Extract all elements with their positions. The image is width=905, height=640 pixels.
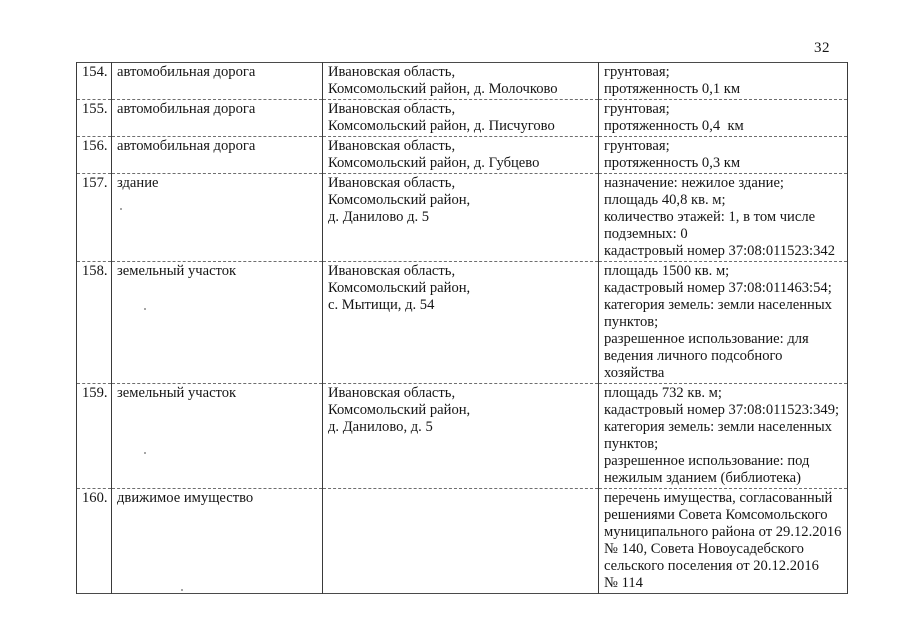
location-cell: Ивановская область, Комсомольский район,… xyxy=(322,261,599,384)
row-number-cell: 160. xyxy=(76,488,112,594)
table-row: 159. земельный участок Ивановская област… xyxy=(76,383,848,489)
object-name-cell: здание xyxy=(111,173,323,262)
details-cell: площадь 1500 кв. м; кадастровый номер 37… xyxy=(598,261,848,384)
details-cell: площадь 732 кв. м; кадастровый номер 37:… xyxy=(598,383,848,489)
table-row: 156. автомобильная дорога Ивановская обл… xyxy=(76,136,848,174)
details-cell: перечень имущества, согласованный решени… xyxy=(598,488,848,594)
table-row: 155. автомобильная дорога Ивановская обл… xyxy=(76,99,848,137)
table-row: 157. здание Ивановская область, Комсомол… xyxy=(76,173,848,262)
row-number-cell: 159. xyxy=(76,383,112,489)
row-number-cell: 156. xyxy=(76,136,112,174)
location-cell: Ивановская область, Комсомольский район,… xyxy=(322,136,599,174)
location-cell: Ивановская область, Комсомольский район,… xyxy=(322,173,599,262)
table-row: 158. земельный участок Ивановская област… xyxy=(76,261,848,384)
details-cell: назначение: нежилое здание; площадь 40,8… xyxy=(598,173,848,262)
scan-speck xyxy=(144,452,146,454)
details-cell: грунтовая; протяженность 0,3 км xyxy=(598,136,848,174)
scan-speck xyxy=(181,589,183,591)
scan-speck xyxy=(144,308,146,310)
object-name-cell: земельный участок xyxy=(111,383,323,489)
location-cell: Ивановская область, Комсомольский район,… xyxy=(322,99,599,137)
location-cell: Ивановская область, Комсомольский район,… xyxy=(322,383,599,489)
object-name-cell: движимое имущество xyxy=(111,488,323,594)
row-number-cell: 154. xyxy=(76,62,112,100)
row-number-cell: 158. xyxy=(76,261,112,384)
location-cell xyxy=(322,488,599,594)
row-number-cell: 157. xyxy=(76,173,112,262)
object-name-cell: земельный участок xyxy=(111,261,323,384)
table-row: 154. автомобильная дорога Ивановская обл… xyxy=(76,62,848,100)
location-cell: Ивановская область, Комсомольский район,… xyxy=(322,62,599,100)
object-name-cell: автомобильная дорога xyxy=(111,62,323,100)
property-register-table: 154. автомобильная дорога Ивановская обл… xyxy=(76,62,848,594)
details-cell: грунтовая; протяженность 0,1 км xyxy=(598,62,848,100)
table-row: 160. движимое имущество перечень имущест… xyxy=(76,488,848,594)
scan-speck xyxy=(120,208,122,210)
details-cell: грунтовая; протяженность 0,4 км xyxy=(598,99,848,137)
page-number: 32 xyxy=(814,40,830,56)
object-name-cell: автомобильная дорога xyxy=(111,136,323,174)
object-name-cell: автомобильная дорога xyxy=(111,99,323,137)
row-number-cell: 155. xyxy=(76,99,112,137)
